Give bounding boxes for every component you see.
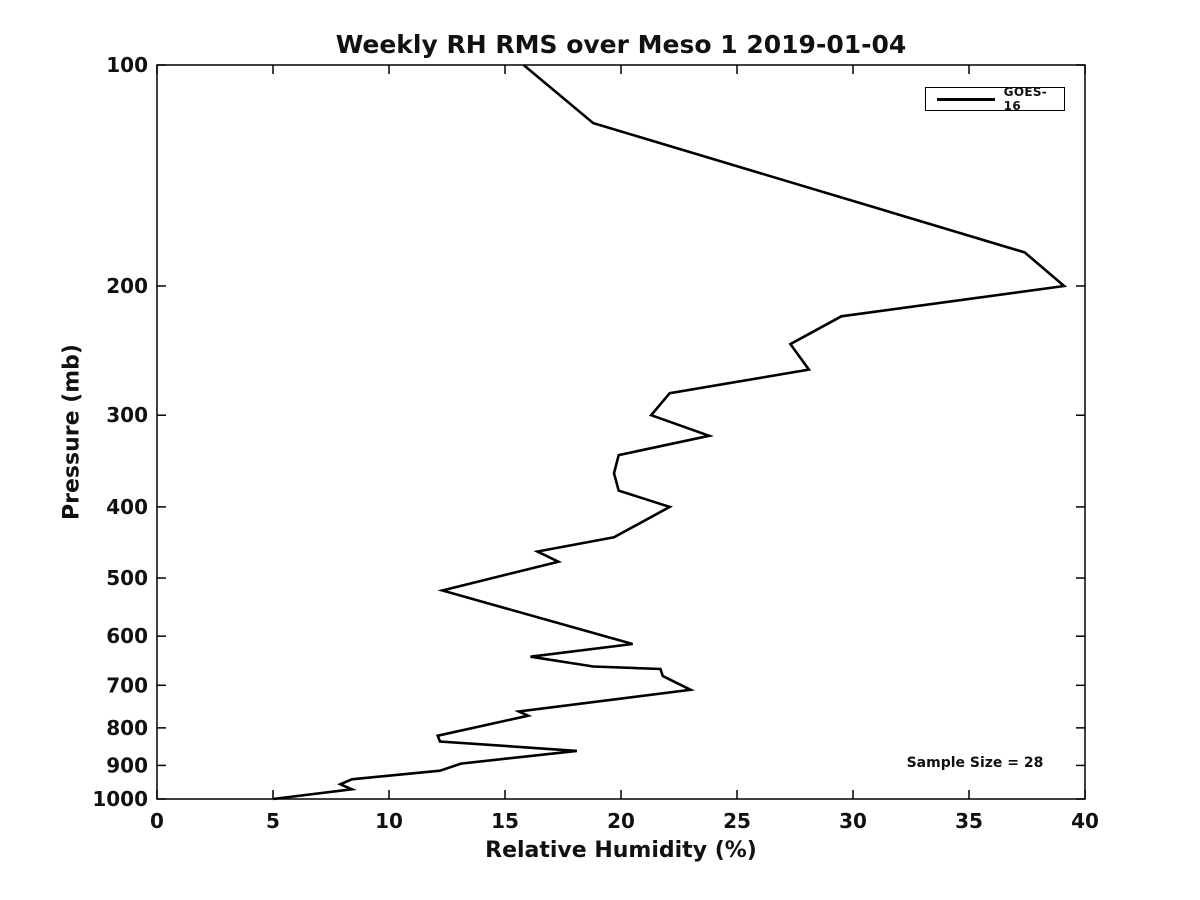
x-tick-label: 25 — [723, 809, 751, 833]
y-tick-label: 100 — [106, 53, 148, 77]
y-tick-label: 1000 — [92, 787, 148, 811]
y-tick-label: 800 — [106, 716, 148, 740]
x-tick-label: 10 — [375, 809, 403, 833]
x-tick-label: 40 — [1071, 809, 1099, 833]
x-tick-label: 5 — [266, 809, 280, 833]
legend-label: GOES-16 — [1003, 85, 1048, 113]
legend-line-sample — [937, 97, 995, 101]
y-tick-label: 200 — [106, 274, 148, 298]
x-tick-label: 15 — [491, 809, 519, 833]
x-tick-label: 0 — [150, 809, 164, 833]
legend: GOES-16 — [925, 85, 1065, 113]
y-tick-label: 700 — [106, 673, 148, 697]
chart-title: Weekly RH RMS over Meso 1 2019-01-04 — [335, 30, 907, 59]
sample-size-annotation: Sample Size = 28 — [906, 755, 1044, 771]
y-tick-label: 900 — [106, 753, 148, 777]
y-tick-label: 300 — [106, 403, 148, 427]
plot-frame — [156, 64, 1086, 800]
y-tick-label: 400 — [106, 495, 148, 519]
series-line-goes-16 — [272, 64, 1068, 801]
y-tick-label: 500 — [106, 566, 148, 590]
x-tick-label: 20 — [607, 809, 635, 833]
y-tick-label: 600 — [106, 624, 148, 648]
y-axis-label: Pressure (mb) — [59, 344, 85, 520]
x-tick-label: 35 — [955, 809, 983, 833]
x-axis-label: Relative Humidity (%) — [485, 838, 757, 863]
x-tick-label: 30 — [839, 809, 867, 833]
